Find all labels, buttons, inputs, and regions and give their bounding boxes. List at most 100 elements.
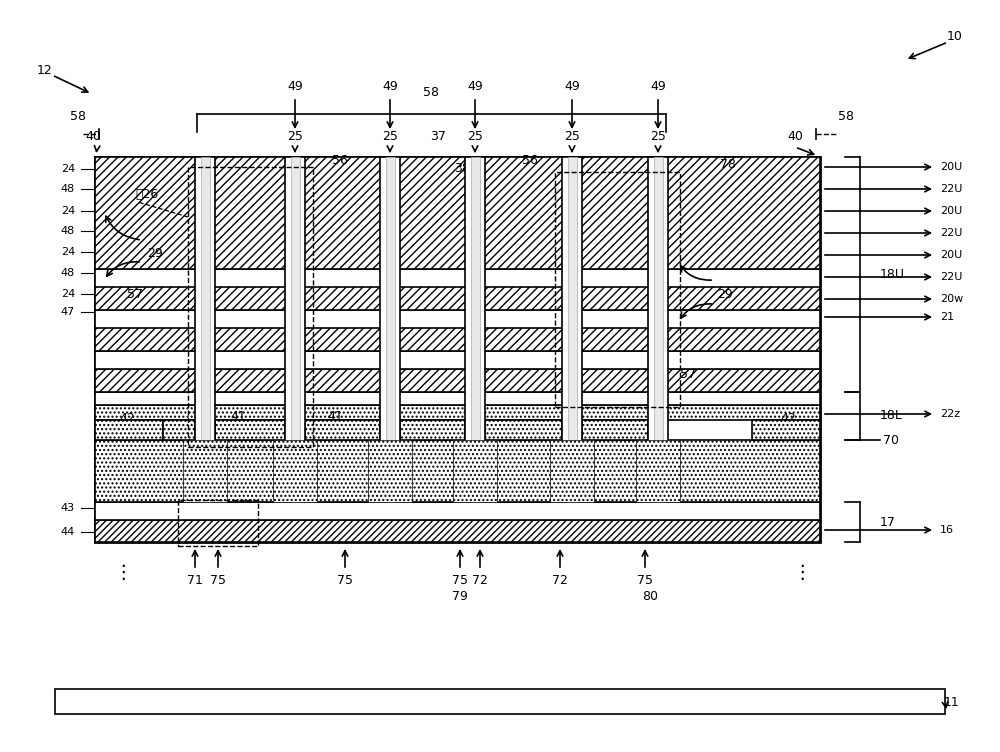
Text: 37: 37 — [430, 131, 446, 144]
Text: 57: 57 — [127, 287, 143, 301]
Text: 29: 29 — [147, 247, 163, 260]
Bar — [380, 157, 400, 502]
Text: 25: 25 — [382, 131, 398, 144]
Bar — [305, 420, 380, 440]
Bar — [485, 420, 562, 440]
Bar — [95, 351, 820, 368]
Text: 70: 70 — [883, 433, 899, 447]
Text: 49: 49 — [287, 80, 303, 93]
Bar — [562, 157, 582, 502]
Text: 20U: 20U — [940, 206, 962, 216]
Text: 38: 38 — [454, 162, 470, 174]
Bar — [188, 167, 313, 447]
Bar — [95, 420, 163, 440]
Bar — [183, 440, 227, 502]
Text: 11: 11 — [944, 696, 960, 708]
Text: ⋮: ⋮ — [792, 562, 812, 581]
Text: 22U: 22U — [940, 184, 962, 194]
Text: 58: 58 — [423, 86, 439, 99]
Text: 41: 41 — [230, 411, 246, 423]
Text: 图26: 图26 — [135, 187, 158, 201]
Bar — [163, 420, 195, 440]
Text: 41: 41 — [327, 411, 343, 423]
Text: 58: 58 — [838, 111, 854, 123]
Text: 49: 49 — [467, 80, 483, 93]
Bar — [195, 157, 215, 502]
Bar — [582, 420, 648, 440]
Text: 57: 57 — [680, 368, 696, 381]
Text: 18L: 18L — [880, 410, 903, 423]
Bar — [555, 172, 680, 407]
Text: ⋮: ⋮ — [113, 562, 133, 581]
Text: 25: 25 — [467, 131, 483, 144]
Bar — [285, 157, 305, 502]
Bar — [550, 440, 594, 502]
Text: 71: 71 — [187, 574, 203, 587]
Text: 20U: 20U — [940, 250, 962, 260]
Bar — [55, 689, 945, 714]
Text: 24: 24 — [61, 164, 75, 174]
Text: 75: 75 — [452, 574, 468, 587]
Bar — [200, 157, 210, 502]
Bar — [273, 440, 317, 502]
Bar — [95, 269, 820, 287]
Text: 48: 48 — [61, 226, 75, 236]
Bar — [95, 310, 820, 328]
Text: 56: 56 — [522, 153, 538, 166]
Text: 78: 78 — [720, 157, 736, 171]
Text: 42: 42 — [119, 411, 135, 424]
Text: 20w: 20w — [940, 294, 963, 304]
Bar — [95, 520, 820, 542]
Text: 10: 10 — [947, 31, 963, 44]
Text: 24: 24 — [61, 247, 75, 257]
Bar — [95, 157, 820, 542]
Text: 72: 72 — [472, 574, 488, 587]
Text: 29: 29 — [717, 287, 733, 301]
Text: 72: 72 — [552, 574, 568, 587]
Text: 21: 21 — [940, 312, 954, 322]
Bar — [453, 440, 497, 502]
Text: 47: 47 — [61, 307, 75, 317]
Text: 22z: 22z — [940, 409, 960, 419]
Bar — [568, 157, 576, 502]
Text: 49: 49 — [564, 80, 580, 93]
Bar — [400, 420, 465, 440]
Text: 25: 25 — [287, 131, 303, 144]
Text: 40: 40 — [85, 131, 101, 144]
Bar — [654, 157, 662, 502]
Text: 43: 43 — [61, 503, 75, 513]
Bar — [95, 157, 820, 269]
Text: 44: 44 — [61, 527, 75, 537]
Bar — [215, 420, 285, 440]
Text: 49: 49 — [650, 80, 666, 93]
Text: 17: 17 — [880, 516, 896, 529]
Bar — [290, 157, 300, 502]
Text: 22U: 22U — [940, 228, 962, 238]
Text: 80: 80 — [642, 590, 658, 604]
Text: 79: 79 — [452, 590, 468, 604]
Bar — [368, 440, 412, 502]
Bar — [178, 500, 258, 546]
Text: 48: 48 — [61, 184, 75, 194]
Bar — [95, 405, 820, 420]
Text: 16: 16 — [940, 525, 954, 535]
Bar — [95, 328, 820, 351]
Text: 25: 25 — [564, 131, 580, 144]
Text: 58: 58 — [70, 111, 86, 123]
Text: 56: 56 — [332, 153, 348, 166]
Text: 75: 75 — [337, 574, 353, 587]
Text: 24: 24 — [61, 206, 75, 216]
Text: 12: 12 — [37, 63, 53, 77]
Bar — [636, 440, 680, 502]
Bar — [95, 392, 820, 405]
Bar — [471, 157, 480, 502]
Text: 75: 75 — [210, 574, 226, 587]
Text: 22U: 22U — [940, 272, 962, 282]
Text: 25: 25 — [650, 131, 666, 144]
Bar — [95, 287, 820, 310]
Text: 24: 24 — [61, 289, 75, 299]
Text: 18U: 18U — [880, 268, 905, 281]
Bar — [752, 420, 820, 440]
Bar — [95, 502, 820, 520]
Bar — [95, 368, 820, 392]
